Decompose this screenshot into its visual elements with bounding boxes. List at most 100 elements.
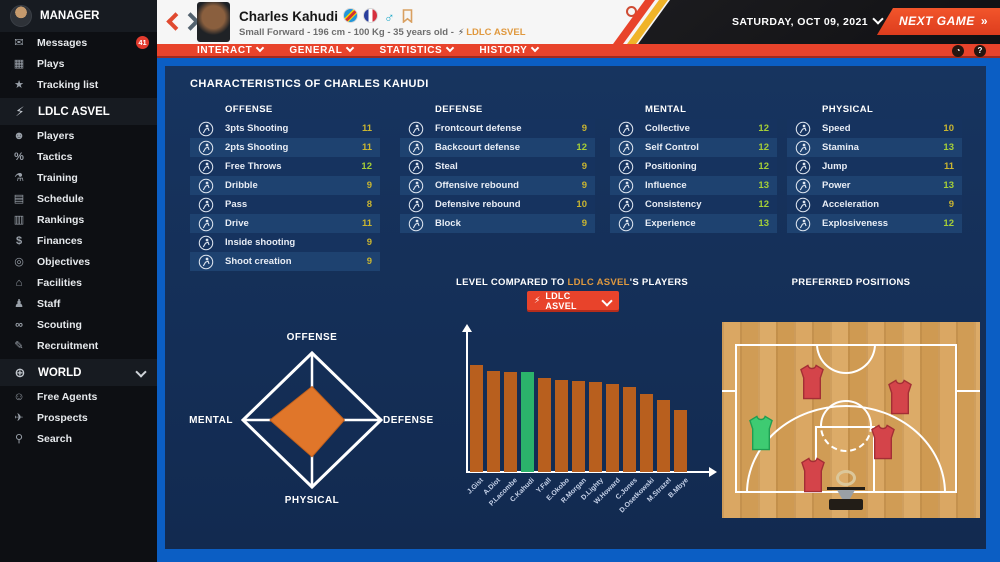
bar-w-howard [606, 384, 619, 472]
sidebar-item-facilities[interactable]: ⌂ Facilities [0, 272, 157, 293]
sidebar-item-tactics[interactable]: % Tactics [0, 146, 157, 167]
stat-row: Speed 10 [787, 119, 962, 138]
bookmark-icon[interactable] [402, 9, 413, 24]
sidebar-item-scouting[interactable]: ∞ Scouting [0, 314, 157, 335]
player-stat-icon [198, 140, 214, 156]
stat-value: 11 [943, 161, 954, 172]
stat-value: 13 [943, 180, 954, 191]
players-icon: ☻ [13, 129, 25, 142]
stat-column-physical: PHYSICAL Speed 10 Stamina 13 Jump 11 Power 13 Acc… [787, 100, 962, 233]
stat-label: Collective [645, 123, 690, 134]
backboard [827, 487, 865, 490]
stat-value: 11 [361, 142, 372, 153]
bar-c-jones [623, 387, 636, 472]
stat-row: Collective 12 [610, 119, 777, 138]
sidebar-item-training[interactable]: ⚗ Training [0, 167, 157, 188]
sidebar-item-messages[interactable]: ✉ Messages 41 [0, 32, 157, 53]
stat-label: Block [435, 218, 461, 229]
player-stat-icon [198, 197, 214, 213]
objectives-icon: ◎ [14, 256, 24, 268]
stat-value: 11 [361, 218, 372, 229]
stat-row: Shoot creation 9 [190, 252, 380, 271]
stat-row: Acceleration 9 [787, 195, 962, 214]
hoop [836, 470, 856, 486]
player-photo [197, 2, 230, 42]
sidebar-item-schedule[interactable]: ▤ Schedule [0, 188, 157, 209]
sidebar-item-recruitment[interactable]: ✎ Recruitment [0, 335, 157, 356]
player-stat-icon [618, 140, 634, 156]
tab-history[interactable]: HISTORY [479, 43, 540, 56]
stat-row: Steal 9 [400, 157, 595, 176]
sidebar-item-tracking-list[interactable]: ★ Tracking list [0, 74, 157, 95]
recruitment-icon: ✎ [14, 340, 24, 352]
scouting-icon: ∞ [15, 318, 23, 331]
stat-row: Drive 11 [190, 214, 380, 233]
next-game-button[interactable]: NEXT GAME» [876, 8, 1000, 35]
column-header: DEFENSE [435, 104, 483, 115]
stat-row: Free Throws 12 [190, 157, 380, 176]
sidebar-item-objectives[interactable]: ◎ Objectives [0, 251, 157, 272]
content-area: CHARACTERISTICS OF CHARLES KAHUDI OFFENS… [157, 58, 1000, 562]
double-arrow-icon: » [980, 14, 988, 28]
stat-value: 12 [758, 142, 769, 153]
tab-general[interactable]: GENERAL [289, 43, 355, 56]
unread-badge: 41 [136, 36, 149, 49]
player-header: Charles Kahudi ♂ Small Forward - 196 cm -… [157, 0, 1000, 44]
stat-label: Explosiveness [822, 218, 889, 229]
column-header: PHYSICAL [822, 104, 874, 115]
ball-icon[interactable]: ◔ [952, 45, 964, 57]
date-selector[interactable]: SATURDAY, OCT 09, 2021 [732, 13, 884, 28]
stat-value: 11 [361, 123, 372, 134]
basket-base [829, 499, 863, 510]
player-stat-icon [795, 140, 811, 156]
player-stat-icon [618, 216, 634, 232]
y-axis-arrow-icon [462, 324, 472, 332]
stat-row: Block 9 [400, 214, 595, 233]
sidebar-item-search[interactable]: ⚲ Search [0, 428, 157, 449]
sidebar-item-staff[interactable]: ♟ Staff [0, 293, 157, 314]
sidebar-item-rankings[interactable]: ▥ Rankings [0, 209, 157, 230]
sidebar-item-prospects[interactable]: ✈ Prospects [0, 407, 157, 428]
player-subtitle: Small Forward - 196 cm - 100 Kg - 35 yea… [239, 27, 526, 38]
player-stat-icon [618, 197, 634, 213]
sideline-tick [957, 390, 980, 392]
stat-row: Inside shooting 9 [190, 233, 380, 252]
chevron-down-icon [446, 43, 455, 52]
stat-label: Power [822, 180, 851, 191]
schedule-icon: ▤ [13, 193, 25, 205]
sidebar-item-finances[interactable]: $ Finances [0, 230, 157, 251]
player-stat-icon [408, 121, 424, 137]
sidebar-section-world[interactable]: ⊕ WORLD [0, 359, 157, 386]
stat-label: Steal [435, 161, 458, 172]
sidebar-item-free-agents[interactable]: ☺ Free Agents [0, 386, 157, 407]
stat-value: 9 [581, 161, 587, 172]
help-icon[interactable]: ? [974, 45, 986, 57]
stat-label: 2pts Shooting [225, 142, 289, 153]
tab-statistics[interactable]: STATISTICS [379, 43, 455, 56]
preferred-position-marker [744, 415, 778, 451]
messages-icon: ✉ [14, 37, 24, 49]
player-stat-icon [198, 235, 214, 251]
stat-value: 13 [758, 180, 769, 191]
stat-value: 10 [943, 123, 954, 134]
stat-value: 9 [366, 256, 372, 267]
chevron-down-icon [135, 366, 147, 378]
player-team[interactable]: LDLC ASVEL [466, 27, 526, 38]
svg-text:DEFENSE: DEFENSE [383, 415, 434, 426]
star-icon: ★ [14, 79, 24, 91]
tab-interact[interactable]: INTERACT [197, 43, 265, 56]
sidebar-item-players[interactable]: ☻ Players [0, 125, 157, 146]
sidebar-section-ldlc-asvel[interactable]: ⚡ LDLC ASVEL [0, 98, 157, 125]
player-stat-icon [795, 178, 811, 194]
stat-value: 12 [943, 218, 954, 229]
stat-column-mental: MENTAL Collective 12 Self Control 12 Position… [610, 100, 777, 233]
sidebar-item-plays[interactable]: ▦ Plays [0, 53, 157, 74]
radar-chart: OFFENSE DEFENSE PHYSICAL MENTAL [189, 332, 434, 506]
menu-bar: INTERACT GENERAL STATISTICS HISTORY ◔? [157, 43, 1000, 58]
sidebar-section-manager[interactable]: MANAGER [0, 0, 157, 32]
stat-row: Backcourt defense 12 [400, 138, 595, 157]
team-dropdown[interactable]: ⚡ LDLC ASVEL [527, 291, 619, 311]
stat-row: Stamina 13 [787, 138, 962, 157]
chevron-down-icon [346, 43, 355, 52]
stat-value: 12 [758, 161, 769, 172]
